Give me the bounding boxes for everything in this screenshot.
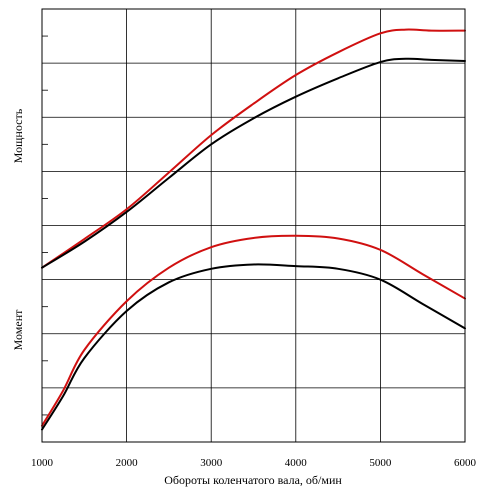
- x-tick-label: 6000: [454, 457, 477, 469]
- series-line-3: [41, 263, 466, 431]
- series-group: [41, 28, 466, 431]
- grid: [41, 9, 466, 442]
- y-axis-ticks: [42, 35, 48, 416]
- x-tick-labels: 1000 2000 3000 4000 5000 6000: [31, 457, 477, 469]
- series-line-2: [41, 234, 466, 427]
- series-line-1: [41, 57, 466, 269]
- x-tick-label: 5000: [369, 457, 392, 469]
- series-line-0: [41, 28, 466, 269]
- y-axis-label-torque: Момент: [11, 309, 25, 350]
- x-tick-label: 4000: [285, 457, 308, 469]
- y-axis-label-power: Мощность: [11, 108, 25, 163]
- x-axis-label: Обороты коленчатого вала, об/мин: [164, 473, 342, 487]
- x-tick-label: 2000: [116, 457, 139, 469]
- x-tick-label: 3000: [200, 457, 223, 469]
- plot-frame: [41, 8, 466, 443]
- x-tick-label: 1000: [31, 457, 54, 469]
